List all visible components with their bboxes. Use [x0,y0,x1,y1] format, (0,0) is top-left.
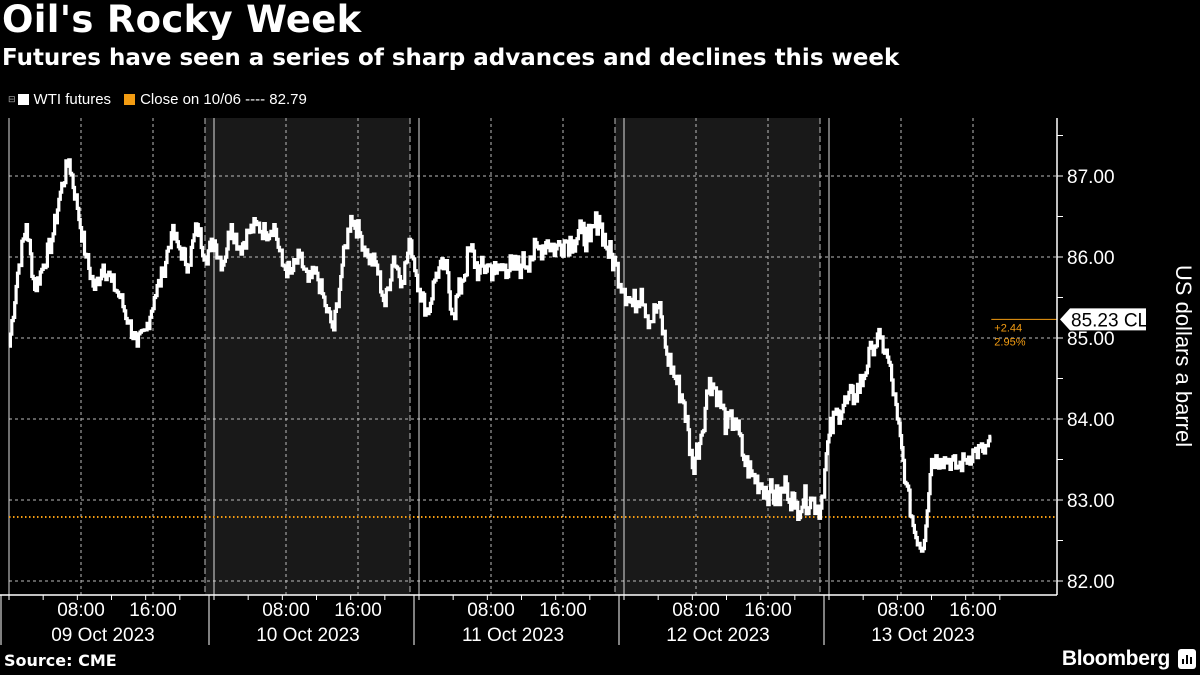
source-note: Source: CME [4,651,117,670]
change-pct-label: 2.95% [994,336,1025,348]
x-tick-label: 08:00 [57,600,105,621]
x-tick-label: 08:00 [672,600,720,621]
bloomberg-chart-icon [1178,649,1196,669]
x-tick-label: 08:00 [262,600,310,621]
x-day-label: 09 Oct 2023 [51,625,155,646]
legend-swatch-white [17,94,29,105]
x-tick-label: 16:00 [744,600,792,621]
legend-label-close: Close on 10/06 ---- 82.79 [140,91,307,108]
legend: ⊟ WTI futures Close on 10/06 ---- 82.79 [8,91,320,108]
x-tick-label: 16:00 [949,600,997,621]
x-day-label: 10 Oct 2023 [256,625,360,646]
y-tick-label: 86.00 [1067,248,1115,269]
wti-series-line [8,158,992,553]
x-tick-label: 16:00 [129,600,177,621]
legend-item-wti[interactable]: ⊟ WTI futures [8,91,111,108]
x-tick-label: 08:00 [877,600,925,621]
x-day-label: 13 Oct 2023 [871,625,975,646]
x-tick-label: 16:00 [539,600,587,621]
legend-label-wti: WTI futures [33,91,112,108]
alternate-day-shading [205,118,820,595]
axes: 82.00 83.00 84.00 85.00 86.00 87.00 08:00 16:00… [0,118,1115,646]
y-tick-label: 84.00 [1067,410,1115,431]
chart-title: Oil's Rocky Week [2,0,362,41]
change-label: +2.44 [994,322,1022,334]
x-tick-label: 16:00 [334,600,382,621]
y-axis-title: US dollars a barrel [1171,265,1196,447]
y-tick-label: 83.00 [1067,491,1115,512]
chart-subtitle: Futures have seen a series of sharp adva… [2,45,900,71]
y-tick-label: 87.00 [1067,167,1115,188]
x-day-label: 11 Oct 2023 [462,625,564,646]
y-tick-label: 85.00 [1067,329,1115,350]
legend-swatch-orange [124,94,136,105]
y-tick-label: 82.00 [1067,572,1115,593]
x-tick-label: 08:00 [467,600,515,621]
legend-item-close[interactable]: Close on 10/06 ---- 82.79 [124,91,307,108]
x-day-label: 12 Oct 2023 [666,625,770,646]
last-value-badge: 85.23 CL1 [1060,308,1159,331]
toggle-icon[interactable]: ⊟ [8,94,16,104]
bloomberg-logo: Bloomberg [1061,647,1170,670]
last-value-label: 85.23 CL1 [1071,310,1159,331]
gridlines [8,118,1057,595]
